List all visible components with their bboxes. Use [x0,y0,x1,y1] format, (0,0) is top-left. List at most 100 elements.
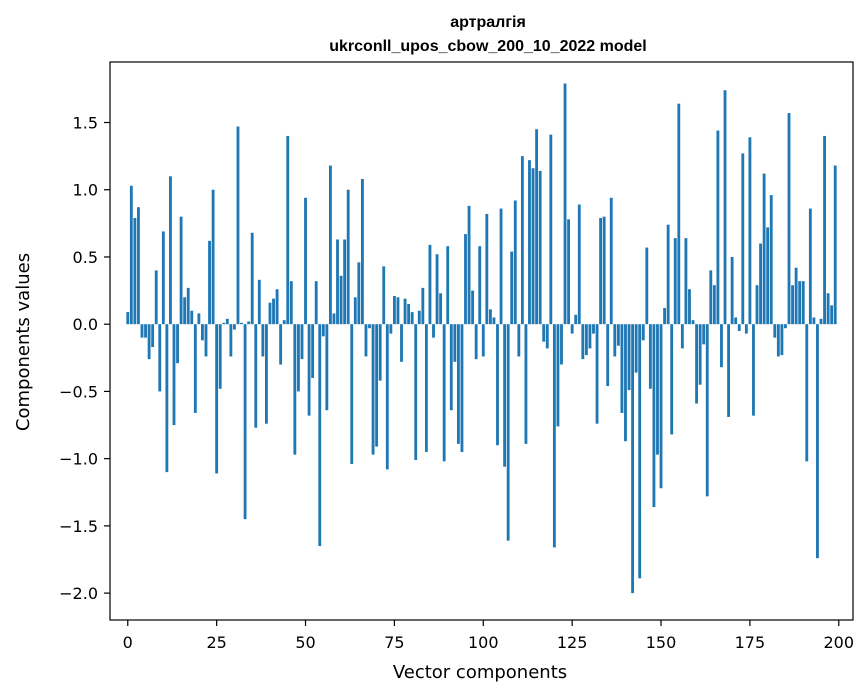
x-tick-label: 175 [735,633,766,652]
bar-134 [602,216,606,325]
bar-106 [503,324,507,467]
chart-title: артралгія [450,14,526,31]
bar-137 [613,324,617,357]
bar-105 [499,208,503,325]
bar-159 [691,320,695,325]
bar-54 [318,324,322,547]
bar-110 [517,324,521,357]
bar-69 [371,324,375,455]
x-tick-label: 25 [206,633,226,652]
bar-166 [716,130,720,325]
x-tick-label: 100 [468,633,499,652]
bar-138 [616,324,620,346]
bar-96 [467,205,471,325]
bar-115 [535,129,539,325]
bar-142 [631,324,635,594]
bar-66 [360,178,364,325]
bar-187 [791,285,794,325]
bar-185 [784,324,787,329]
y-tick-label: 1.5 [73,114,98,133]
bar-47 [293,324,297,455]
bar-141 [627,324,631,391]
bar-151 [663,308,667,325]
bar-145 [641,324,645,341]
bar-19 [193,324,197,413]
bar-44 [282,320,286,325]
bar-16 [183,297,187,325]
bar-93 [456,324,460,444]
bar-21 [201,324,204,341]
bar-23 [208,240,211,325]
bar-121 [556,324,560,427]
bar-99 [478,246,482,325]
bar-140 [624,324,627,442]
bar-161 [698,324,702,385]
bar-57 [328,165,332,325]
bar-179 [762,173,766,325]
bar-72 [382,266,386,325]
bar-3 [137,207,140,325]
y-tick-label: −2.0 [59,584,98,603]
y-axis-label: Components values [13,253,34,431]
bar-195 [819,318,823,325]
bar-154 [673,238,677,325]
bar-22 [204,324,208,357]
bar-35 [250,232,254,325]
bar-135 [606,324,610,387]
bar-94 [460,324,464,452]
x-tick-label: 125 [557,633,588,652]
bar-85 [428,244,432,325]
bar-65 [357,262,361,325]
bar-199 [833,165,837,325]
bar-28 [225,318,229,325]
bar-152 [666,224,670,325]
bar-129 [584,324,588,356]
bar-130 [588,324,592,349]
x-tick-label: 0 [123,633,133,652]
bar-153 [670,324,674,435]
bar-103 [492,317,496,325]
bar-31 [236,126,240,325]
bar-79 [407,304,411,325]
bar-116 [538,170,542,325]
bar-32 [240,322,243,325]
bar-136 [609,197,613,325]
bar-49 [300,324,304,360]
y-axis-ticks: −2.0 −1.5 −1.0 −0.5 0.0 0.5 1.0 1.5 [59,114,110,603]
bar-8 [154,270,158,325]
bar-133 [599,217,603,325]
bar-100 [481,324,485,357]
bar-126 [574,314,578,325]
bar-89 [442,324,446,462]
bar-20 [197,313,201,325]
bar-180 [766,227,770,325]
bar-146 [645,247,649,325]
bar-71 [378,324,382,381]
bar-39 [264,324,268,424]
bar-50 [304,197,307,325]
bar-29 [229,324,233,357]
x-tick-label: 50 [295,633,315,652]
bar-120 [552,324,556,548]
plot-frame [109,61,854,621]
bar-109 [513,200,517,325]
bar-86 [432,324,435,338]
bar-7 [151,324,155,348]
bar-91 [449,324,453,411]
bar-24 [211,189,215,325]
bar-26 [218,324,222,389]
bar-56 [325,324,329,411]
bar-45 [286,135,290,325]
bar-70 [375,324,379,447]
bar-162 [702,324,706,345]
bar-155 [677,103,681,325]
bar-108 [510,251,514,325]
bar-193 [812,317,816,325]
bar-11 [165,324,169,473]
bar-158 [688,289,691,325]
bar-4 [140,324,144,338]
bar-102 [488,309,492,325]
bar-61 [343,239,347,325]
bar-84 [424,324,428,452]
